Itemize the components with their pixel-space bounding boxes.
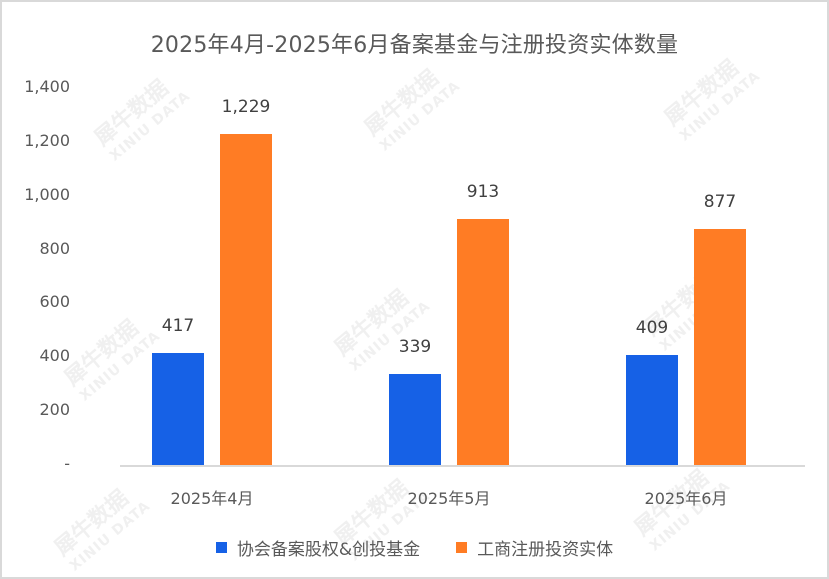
bar-entity[interactable]: [220, 134, 272, 465]
x-tick-label: 2025年4月: [170, 489, 254, 508]
bar-fund[interactable]: [389, 373, 441, 465]
legend: 协会备案股权&创投基金 工商注册投资实体: [0, 535, 829, 560]
x-tick-label: 2025年5月: [407, 489, 491, 508]
y-tick-label: 1,000: [24, 184, 70, 204]
y-tick-label: 600: [39, 292, 70, 312]
x-axis-line: [120, 465, 805, 467]
legend-swatch-blue: [215, 542, 227, 553]
y-tick-label: 200: [39, 400, 70, 420]
data-label: 409: [635, 317, 669, 338]
data-label: 417: [161, 315, 195, 336]
bar-fund[interactable]: [152, 352, 204, 465]
legend-label: 工商注册投资实体: [477, 540, 614, 560]
x-tick-label: 2025年6月: [644, 489, 728, 508]
y-tick-label: 1,400: [24, 77, 70, 96]
legend-label: 协会备案股权&创投基金: [236, 540, 421, 560]
y-tick-label: 800: [39, 238, 70, 258]
legend-item-series-1[interactable]: 协会备案股权&创投基金: [215, 535, 421, 560]
chart-title: 2025年4月-2025年6月备案基金与注册投资实体数量: [150, 33, 679, 58]
y-tick-label: -: [64, 454, 70, 473]
data-label: 877: [703, 191, 737, 212]
bar-entity[interactable]: [457, 219, 509, 465]
y-tick-label: 400: [39, 346, 70, 366]
y-tick-label: 1,200: [24, 130, 70, 150]
data-label: 1,229: [221, 97, 271, 118]
data-label: 913: [466, 182, 500, 203]
bar-entity[interactable]: [694, 228, 746, 465]
legend-item-series-2[interactable]: 工商注册投资实体: [456, 535, 613, 560]
bar-fund[interactable]: [626, 354, 678, 465]
legend-swatch-orange: [456, 542, 468, 553]
data-label: 339: [398, 336, 432, 357]
